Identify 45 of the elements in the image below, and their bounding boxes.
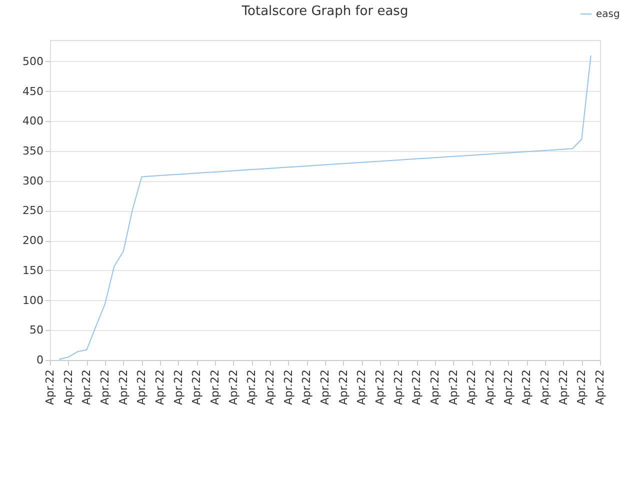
x-tick-label: Apr.22 <box>80 370 94 406</box>
x-tick-label: Apr.22 <box>374 370 386 406</box>
x-tick-label: Apr.22 <box>44 370 56 406</box>
chart-title: Totalscore Graph for easg <box>240 4 408 19</box>
y-tick-label: 450 <box>22 84 44 98</box>
x-tick-label: Apr.22 <box>355 370 368 406</box>
x-tick-label: Apr.22 <box>318 370 332 406</box>
x-tick-label: Apr.22 <box>226 370 240 406</box>
x-tick-label: Apr.22 <box>98 370 112 406</box>
y-tick-label: 250 <box>22 204 44 218</box>
x-tick-label: Apr.22 <box>190 370 204 406</box>
y-tick-label: 150 <box>22 264 44 277</box>
x-tick-label: Apr.22 <box>465 370 478 406</box>
y-tick-label: 50 <box>30 324 44 337</box>
x-tick-label: Apr.22 <box>336 370 350 406</box>
y-tick-label: 350 <box>22 144 44 158</box>
x-tick-label: Apr.22 <box>154 370 166 406</box>
x-tick-label: Apr.22 <box>446 370 460 406</box>
x-tick-label: Apr.22 <box>575 370 588 406</box>
y-tick-label: 200 <box>22 234 44 248</box>
x-tick-label: Apr.22 <box>594 370 606 406</box>
x-tick-label: Apr.22 <box>245 370 258 406</box>
x-tick-label: Apr.22 <box>62 370 75 406</box>
y-tick-label: 0 <box>36 354 44 366</box>
x-tick-label: Apr.22 <box>300 370 314 406</box>
x-tick-label: Apr.22 <box>208 370 222 406</box>
x-tick-label: Apr.22 <box>264 370 276 406</box>
x-tick-label: Apr.22 <box>116 370 130 406</box>
y-tick-label: 100 <box>22 294 44 307</box>
y-tick-label: 300 <box>22 174 44 188</box>
x-tick-label: Apr.22 <box>392 370 405 406</box>
x-tick-label: Apr.22 <box>282 370 295 406</box>
x-tick-label: Apr.22 <box>556 370 570 406</box>
x-tick-label: Apr.22 <box>410 370 424 406</box>
x-tick-label: Apr.22 <box>484 370 496 406</box>
legend-label: easg <box>596 9 620 20</box>
x-tick-label: Apr.22 <box>135 370 148 406</box>
line-series <box>58 55 592 360</box>
x-tick-label: Apr.22 <box>520 370 534 406</box>
x-tick-label: Apr.22 <box>172 370 185 406</box>
x-tick-label: Apr.22 <box>538 370 552 406</box>
x-tick-label: Apr.22 <box>428 370 442 406</box>
y-tick-label: 500 <box>22 54 44 68</box>
x-tick-label: Apr.22 <box>502 370 515 406</box>
y-tick-label: 400 <box>22 114 44 128</box>
